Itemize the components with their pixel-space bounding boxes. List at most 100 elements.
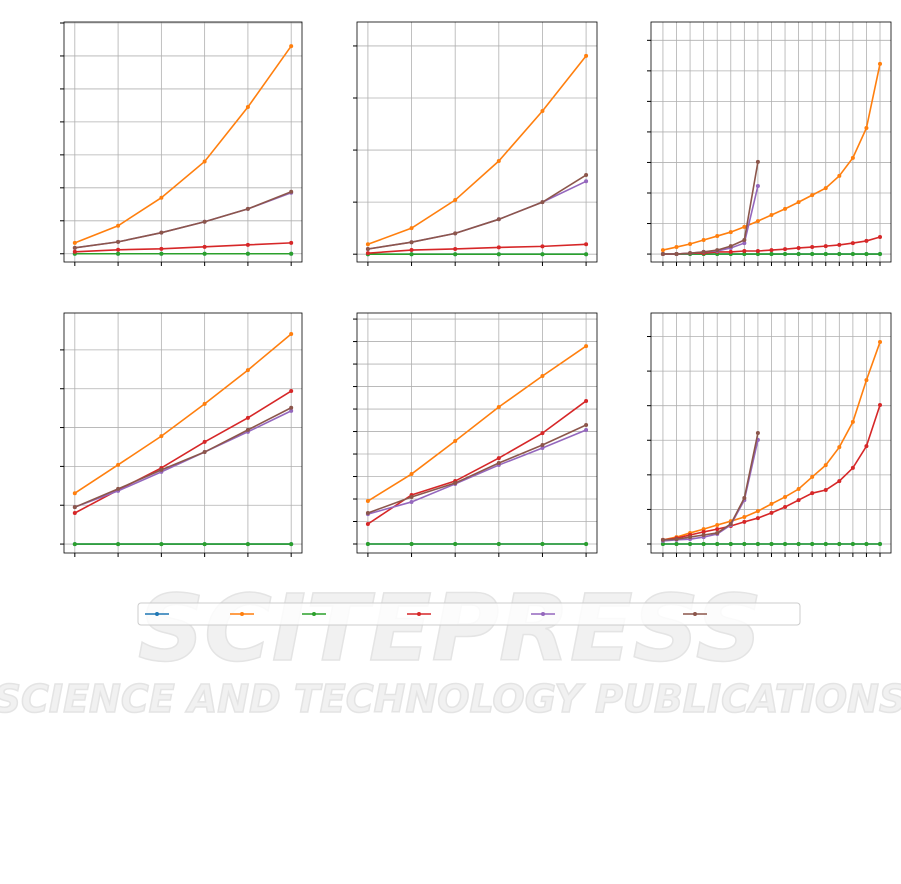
data-point [72,240,77,245]
data-point [289,408,294,413]
data-point [289,240,294,245]
data-point [701,527,706,532]
data-point [837,542,842,547]
data-point [409,240,414,245]
data-point [409,226,414,231]
data-point [742,252,747,257]
data-point [823,244,828,249]
data-point [742,519,747,524]
data-point [742,241,747,246]
data-point [688,251,693,256]
series-line [367,345,587,502]
data-point [245,251,250,256]
data-point [742,224,747,229]
data-point [755,516,760,521]
data-point [289,251,294,256]
data-point [245,427,250,432]
legend-box [137,602,801,626]
data-point [783,494,788,499]
data-point [245,368,250,373]
data-point [850,465,855,470]
data-point [850,542,855,547]
data-point [864,378,869,383]
data-point [701,533,706,538]
data-point [715,527,720,532]
data-point [409,252,414,257]
data-point [783,542,788,547]
data-point [409,499,414,504]
data-point [72,505,77,510]
data-point [72,249,77,254]
data-point [116,486,121,491]
data-point [810,542,815,547]
watermark-title: SCITEPRESS [138,575,762,682]
data-point [245,206,250,211]
data-point [365,499,370,504]
data-point [72,245,77,250]
data-point [202,439,207,444]
data-point [823,252,828,257]
series-line [367,180,587,250]
data-point [769,501,774,506]
data-point [715,542,720,547]
data-point [864,238,869,243]
series-line [662,432,759,541]
data-point [202,159,207,164]
data-point [688,542,693,547]
data-point [878,252,883,257]
data-point [850,419,855,424]
data-point [584,53,589,58]
data-point [742,238,747,243]
data-point [245,415,250,420]
data-point [584,423,589,428]
data-point [116,542,121,547]
data-point [409,472,414,477]
data-point [496,542,501,547]
data-point [116,239,121,244]
series-line [74,407,292,508]
data-point [540,200,545,205]
data-point [453,246,458,251]
data-point [409,248,414,253]
data-point [837,252,842,257]
data-point [365,251,370,256]
data-point [728,249,733,254]
data-point [116,462,121,467]
data-point [496,461,501,466]
data-point [159,434,164,439]
data-point [864,125,869,130]
data-point [850,241,855,246]
data-point [823,186,828,191]
data-point [823,542,828,547]
data-point [289,405,294,410]
data-point [796,252,801,257]
data-point [289,542,294,547]
data-point [584,242,589,247]
data-point [540,252,545,257]
legend-marker [240,612,244,616]
data-point [701,238,706,243]
data-point [72,542,77,547]
series-line [367,424,587,514]
data-point [584,344,589,349]
data-point [742,515,747,520]
data-point [584,427,589,432]
data-point [755,183,760,188]
data-point [783,206,788,211]
data-point [823,488,828,493]
data-point [837,445,842,450]
data-point [715,234,720,239]
data-point [365,246,370,251]
data-point [728,244,733,249]
data-point [769,510,774,515]
data-point [245,105,250,110]
data-point [453,481,458,486]
data-point [755,249,760,254]
data-point [755,431,760,435]
data-point [837,479,842,484]
data-point [823,463,828,468]
data-point [365,242,370,247]
data-point [202,244,207,249]
series-line [74,333,292,494]
